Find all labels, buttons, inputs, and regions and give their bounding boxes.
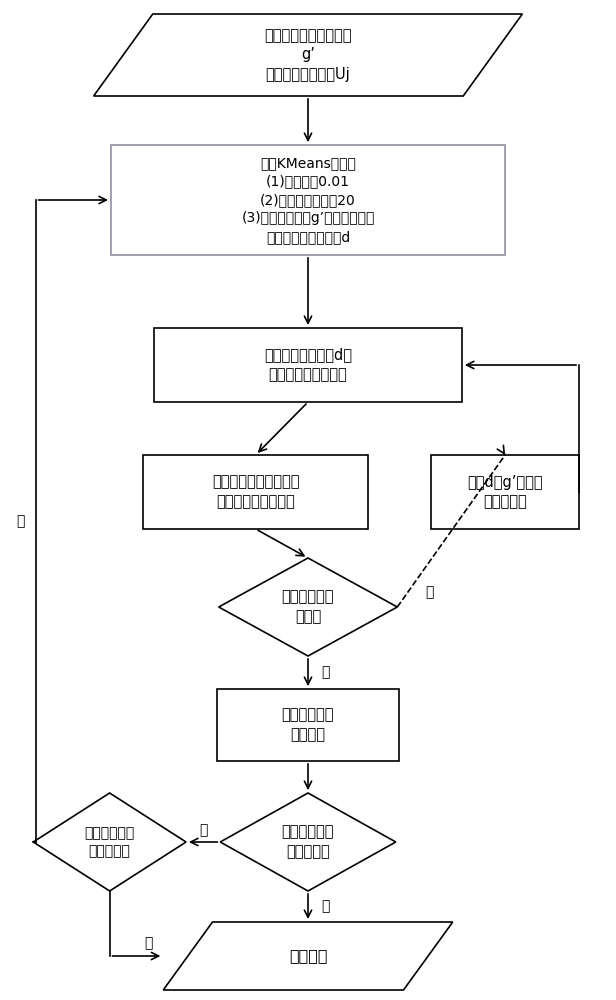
Bar: [154, 328, 462, 402]
Bar: [143, 455, 368, 529]
Text: 是: 是: [322, 666, 330, 680]
Text: 否: 否: [199, 823, 208, 837]
Text: 否: 否: [16, 514, 25, 528]
Text: 计算每类中心
和类别号: 计算每类中心 和类别号: [282, 708, 334, 742]
Text: 调整格式后的遥感图像
g’
调整后的光谱标记Uj: 调整格式后的遥感图像 g’ 调整后的光谱标记Uj: [264, 28, 352, 82]
Text: 中心变化是否
小于阈值？: 中心变化是否 小于阈值？: [282, 825, 334, 859]
Bar: [111, 145, 505, 255]
Text: 将该光谱矢量归到距离
最短的中心所在的类: 将该光谱矢量归到距离 最短的中心所在的类: [212, 475, 299, 509]
Bar: [431, 455, 579, 529]
Text: 设置d为g’的下一
个光谱矢量: 设置d为g’的下一 个光谱矢量: [468, 475, 543, 509]
Text: 计算当前光谱矢量d到
各类中心的余弦距离: 计算当前光谱矢量d到 各类中心的余弦距离: [264, 348, 352, 382]
Text: 是: 是: [322, 900, 330, 914]
Bar: [217, 689, 399, 761]
Text: 否: 否: [426, 585, 434, 599]
Text: 是: 是: [145, 936, 153, 950]
Text: 分类结果: 分类结果: [289, 948, 327, 964]
Text: 是否满足最高
迭代次数？: 是否满足最高 迭代次数？: [84, 826, 135, 858]
Text: 是否最后一个
样本点: 是否最后一个 样本点: [282, 590, 334, 624]
Text: 设置KMeans参数：
(1)收敛系数0.01
(2)最大迭代次数：20
(3)选定遥感图像g’的第一个光谱
矢量为当前光谱矢量d: 设置KMeans参数： (1)收敛系数0.01 (2)最大迭代次数：20 (3)…: [241, 156, 375, 244]
